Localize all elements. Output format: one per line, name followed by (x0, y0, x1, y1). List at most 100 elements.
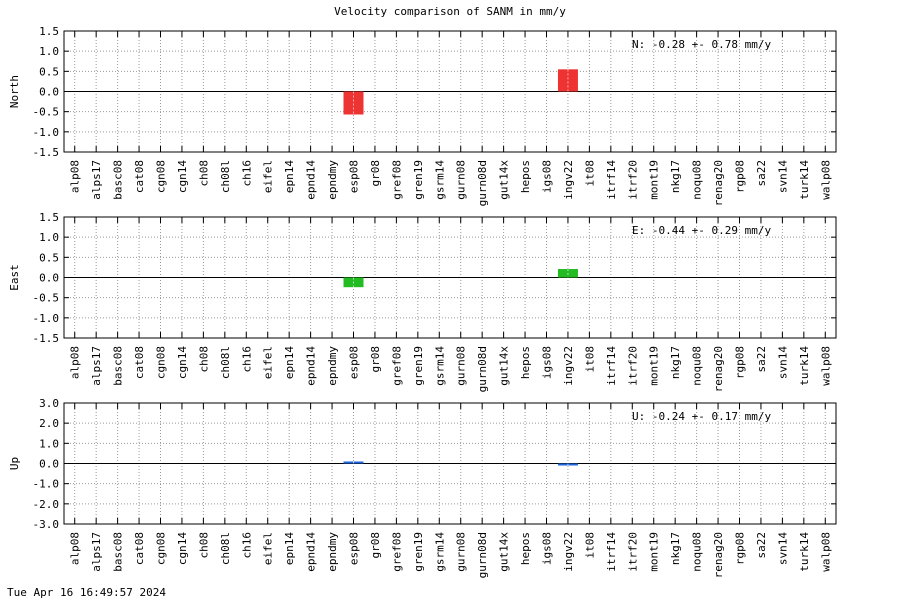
x-tick-label: renag20 (712, 346, 725, 392)
x-tick-label: ch08l (219, 160, 232, 193)
x-tick-label: gref08 (390, 160, 403, 200)
x-tick-label: gut14x (498, 346, 511, 386)
x-tick-label: alps17 (90, 532, 103, 572)
x-tick-label: noqu08 (691, 346, 704, 386)
x-tick-label: noqu08 (691, 160, 704, 200)
x-tick-label: gurn08d (476, 532, 489, 578)
x-tick-label: cgn08 (155, 346, 168, 379)
plot-frame (63, 216, 837, 339)
x-tick-label: mont19 (648, 160, 661, 200)
x-tick-label: eifel (262, 532, 275, 565)
x-tick-label: nkg17 (669, 346, 682, 379)
x-tick-label: esp08 (348, 160, 361, 193)
x-tick-label: epndmy (326, 532, 339, 572)
x-tick-label: epndmy (326, 346, 339, 386)
x-tick-label: ch08 (197, 532, 210, 559)
panel-east: 1.5 1.0 0.5 0.0 -0.5 -1.0 -1.5 alp08 alps17 basc0… (8, 211, 837, 392)
x-tick-label: cgn08 (155, 160, 168, 193)
panel-up: 3.0 2.0 1.0 0.0 -1.0 -2.0 -3.0 alp08 alps17 basc0… (8, 397, 837, 578)
x-tick-label: itrf14 (605, 160, 618, 200)
x-tick-label: ch08 (197, 346, 210, 373)
x-tick-label: svn14 (776, 160, 789, 193)
x-tick-label: eifel (262, 160, 275, 193)
x-tick-label: mont19 (648, 346, 661, 386)
x-tick-label: basc08 (112, 346, 125, 386)
x-tick-label: cat08 (133, 346, 146, 379)
x-tick-label: rgp08 (734, 532, 747, 565)
y-tick-label: 1.0 (39, 437, 59, 450)
x-tick-label: gsrm14 (433, 532, 446, 572)
bar-ingv22 (557, 69, 578, 92)
x-tick-label: noqu08 (691, 532, 704, 572)
x-tick-label: epn14 (283, 346, 296, 379)
x-tick-label: itrf20 (626, 160, 639, 200)
y-tick-label: -3.0 (33, 518, 60, 531)
x-tick-label: epnd14 (305, 532, 318, 572)
y-tick-label: 1.5 (39, 25, 59, 38)
x-tick-label: gurn08 (455, 346, 468, 386)
x-tick-label: sa22 (755, 160, 768, 187)
plot-frame (63, 402, 837, 525)
plot-frame (63, 30, 837, 153)
x-tick-label: gr08 (369, 346, 382, 373)
x-tick-label: ch16 (240, 346, 253, 373)
x-tick-label: ch16 (240, 160, 253, 187)
y-tick-label: 0.5 (39, 65, 59, 78)
y-tick-label: 1.0 (39, 45, 59, 58)
x-tick-label: ch08 (197, 160, 210, 187)
y-tick-label: 0.0 (39, 86, 59, 99)
y-axis-label: Up (8, 457, 21, 470)
stats-annotation: N: -0.28 +- 0.78 mm/y (632, 38, 771, 51)
x-tick-label: gurn08d (476, 346, 489, 392)
x-tick-label: it08 (583, 346, 596, 373)
x-tick-label: gr08 (369, 532, 382, 559)
x-tick-label: basc08 (112, 532, 125, 572)
x-tick-label: gurn08 (455, 532, 468, 572)
x-tick-label: basc08 (112, 160, 125, 200)
x-tick-label: gsrm14 (433, 160, 446, 200)
x-tick-label: gut14x (498, 532, 511, 572)
x-tick-label: it08 (583, 160, 596, 187)
x-tick-label: cgn08 (155, 532, 168, 565)
x-tick-label: turk14 (798, 532, 811, 572)
x-tick-label: ch08l (219, 532, 232, 565)
x-tick-label: hepos (519, 160, 532, 193)
x-tick-label: turk14 (798, 160, 811, 200)
x-tick-label: ingv22 (562, 532, 575, 572)
x-tick-label: ingv22 (562, 160, 575, 200)
x-tick-label: gren19 (412, 532, 425, 572)
x-tick-label: alp08 (69, 532, 82, 565)
x-tick-label: itrf14 (605, 532, 618, 572)
x-tick-label: gurn08d (476, 160, 489, 206)
y-tick-label: -1.0 (33, 126, 60, 139)
bar-esp08 (343, 91, 364, 115)
chart-title: Velocity comparison of SANM in mm/y (334, 5, 566, 18)
x-tick-label: sa22 (755, 346, 768, 373)
stats-annotation: U: -0.24 +- 0.17 mm/y (632, 410, 771, 423)
x-tick-label: cat08 (133, 160, 146, 193)
x-tick-label: eifel (262, 346, 275, 379)
x-tick-label: gurn08 (455, 160, 468, 200)
x-tick-label: walp08 (819, 346, 832, 386)
x-tick-label: gref08 (390, 346, 403, 386)
y-tick-label: -1.5 (33, 146, 60, 159)
x-tick-label: cat08 (133, 532, 146, 565)
x-tick-label: gref08 (390, 532, 403, 572)
y-tick-label: -0.5 (33, 292, 60, 305)
x-tick-label: ch08l (219, 346, 232, 379)
y-tick-label: 0.0 (39, 458, 59, 471)
x-tick-label: epnd14 (305, 160, 318, 200)
x-tick-label: itrf20 (626, 346, 639, 386)
x-tick-label: alp08 (69, 346, 82, 379)
x-tick-label: gut14x (498, 160, 511, 200)
x-tick-label: nkg17 (669, 532, 682, 565)
x-tick-label: esp08 (348, 346, 361, 379)
x-tick-label: ingv22 (562, 346, 575, 386)
y-tick-label: -1.0 (33, 312, 60, 325)
x-tick-label: ch16 (240, 532, 253, 559)
y-tick-label: -1.0 (33, 478, 60, 491)
x-tick-label: gsrm14 (433, 346, 446, 386)
stats-annotation: E: -0.44 +- 0.29 mm/y (632, 224, 771, 237)
y-tick-label: -2.0 (33, 498, 60, 511)
panel-north: 1.5 1.0 0.5 0.0 -0.5 -1.0 -1.5 alp08 alps17 basc0… (8, 25, 837, 206)
